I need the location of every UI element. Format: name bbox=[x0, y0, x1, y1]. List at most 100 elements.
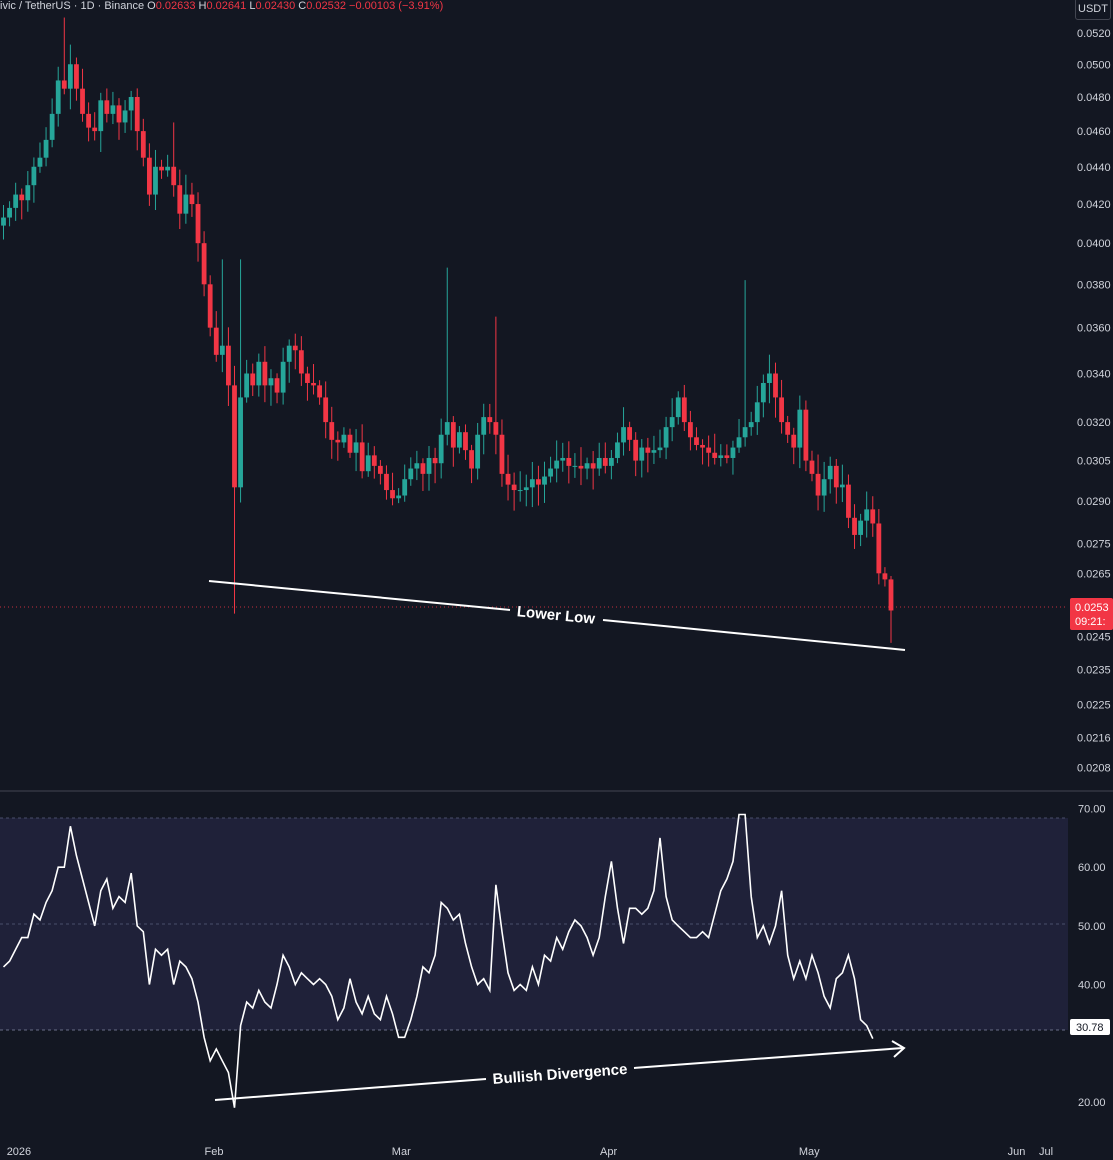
candle-body bbox=[712, 452, 718, 458]
candle-body bbox=[414, 463, 420, 469]
candle-body bbox=[420, 463, 426, 474]
low-value: 0.02430 bbox=[255, 0, 296, 12]
candle-body bbox=[882, 573, 888, 580]
rsi-value-tag-background bbox=[1070, 1019, 1110, 1035]
time-tick-label: Apr bbox=[600, 1146, 617, 1158]
bullish-divergence-label: Bullish Divergence bbox=[492, 1061, 628, 1088]
candle-body bbox=[286, 345, 292, 362]
candle-body bbox=[517, 490, 523, 492]
candle-body bbox=[864, 509, 870, 521]
candle-body bbox=[596, 457, 602, 469]
candle-body bbox=[572, 465, 578, 467]
candle-body bbox=[839, 484, 845, 488]
candle-body bbox=[833, 465, 839, 488]
candle-body bbox=[311, 382, 316, 386]
symbol-legend[interactable]: ivic / TetherUS · 1D · Binance O0.02633 … bbox=[0, 0, 443, 13]
candle-body bbox=[590, 463, 596, 469]
candle-body bbox=[189, 194, 195, 205]
candle-body bbox=[274, 378, 280, 393]
candle-body bbox=[700, 444, 705, 448]
candle-body bbox=[627, 427, 633, 440]
price-tick-label: 0.0275 bbox=[1077, 539, 1111, 551]
currency-unit-button[interactable]: USDT bbox=[1075, 0, 1111, 20]
price-tick-label: 0.0520 bbox=[1077, 28, 1111, 40]
candle-body bbox=[177, 185, 183, 214]
last-price-tag-background bbox=[1070, 598, 1113, 630]
candle-body bbox=[207, 284, 213, 328]
candle-body bbox=[602, 457, 608, 466]
candle-body bbox=[706, 447, 712, 453]
candle-body bbox=[396, 495, 402, 499]
last-price-tag[interactable]: 0.0253 09:21: bbox=[1070, 598, 1113, 630]
candle-body bbox=[55, 80, 61, 114]
time-axis-labels[interactable]: 2026 Feb Mar Apr May Jun Jul bbox=[7, 1146, 1053, 1158]
rsi-value-tag[interactable]: 30.78 bbox=[1070, 1019, 1110, 1035]
candle-body bbox=[523, 487, 529, 491]
price-tick-label: 0.0440 bbox=[1077, 162, 1111, 174]
candle-body bbox=[317, 385, 322, 398]
candle-body bbox=[80, 88, 85, 114]
lower-low-line-right bbox=[602, 619, 906, 651]
candle-body bbox=[238, 397, 243, 488]
price-tick-label: 0.0320 bbox=[1077, 417, 1111, 429]
price-tick-label: 0.0208 bbox=[1077, 763, 1111, 775]
candle-body bbox=[809, 460, 815, 474]
candle-body bbox=[377, 465, 383, 474]
candle-body bbox=[43, 139, 49, 158]
candle-body bbox=[86, 113, 92, 128]
symbol-name[interactable]: ivic / TetherUS · 1D · Binance bbox=[0, 0, 145, 12]
bullish-divergence-annotation[interactable]: Bullish Divergence bbox=[214, 1040, 906, 1101]
close-value: 0.02532 bbox=[306, 0, 346, 12]
candle-body bbox=[140, 131, 146, 158]
candle-body bbox=[469, 450, 474, 469]
price-tick-label: 0.0235 bbox=[1077, 665, 1111, 677]
candle-body bbox=[852, 517, 857, 535]
candle-body bbox=[773, 373, 778, 398]
candle-body bbox=[7, 207, 12, 218]
time-tick-label: 2026 bbox=[7, 1146, 31, 1158]
rsi-axis-labels[interactable]: 70.00 60.00 50.00 40.00 20.00 bbox=[1078, 804, 1106, 1109]
candle-body bbox=[61, 80, 67, 89]
price-axis-labels[interactable]: 0.0520 0.0500 0.0480 0.0460 0.0440 0.0420 0.04… bbox=[1077, 28, 1111, 775]
divergence-line-left bbox=[214, 1078, 487, 1101]
candle-body bbox=[621, 427, 626, 443]
candle-body bbox=[499, 434, 505, 474]
price-tick-label: 0.0225 bbox=[1077, 700, 1111, 712]
candle-body bbox=[615, 442, 620, 458]
candle-body bbox=[554, 460, 560, 469]
candle-body bbox=[742, 427, 748, 438]
candle-body bbox=[402, 479, 408, 496]
candle-body bbox=[481, 417, 487, 435]
change-value: −0.00103 (−3.91%) bbox=[349, 0, 444, 12]
candle-body bbox=[760, 382, 766, 403]
candle-body bbox=[67, 64, 73, 89]
candle-body bbox=[694, 437, 699, 445]
rsi-tick-label: 50.00 bbox=[1078, 921, 1106, 933]
candle-body bbox=[511, 484, 517, 491]
candle-body bbox=[529, 479, 535, 488]
price-tick-label: 0.0340 bbox=[1077, 368, 1111, 380]
candle-body bbox=[110, 105, 116, 114]
candle-body bbox=[305, 373, 310, 383]
time-tick-label: May bbox=[799, 1146, 820, 1158]
candle-body bbox=[232, 385, 237, 488]
open-label: O bbox=[147, 0, 156, 12]
candle-body bbox=[384, 473, 389, 491]
time-tick-label: Jun bbox=[1008, 1146, 1026, 1158]
candle-body bbox=[353, 442, 359, 453]
candle-body bbox=[858, 520, 864, 535]
candle-body bbox=[505, 473, 511, 485]
price-tick-label: 0.0216 bbox=[1077, 732, 1111, 744]
rsi-tick-label: 70.00 bbox=[1078, 804, 1106, 816]
candle-body bbox=[432, 457, 438, 464]
candle-body bbox=[159, 166, 164, 171]
candle-body bbox=[268, 378, 274, 386]
candle-body bbox=[390, 490, 395, 499]
candle-body bbox=[426, 457, 432, 474]
candle-body bbox=[657, 447, 663, 451]
lower-low-annotation[interactable]: Lower Low bbox=[208, 580, 906, 651]
candle-body bbox=[31, 166, 37, 186]
candle-body bbox=[748, 422, 754, 428]
candle-body bbox=[846, 484, 851, 518]
